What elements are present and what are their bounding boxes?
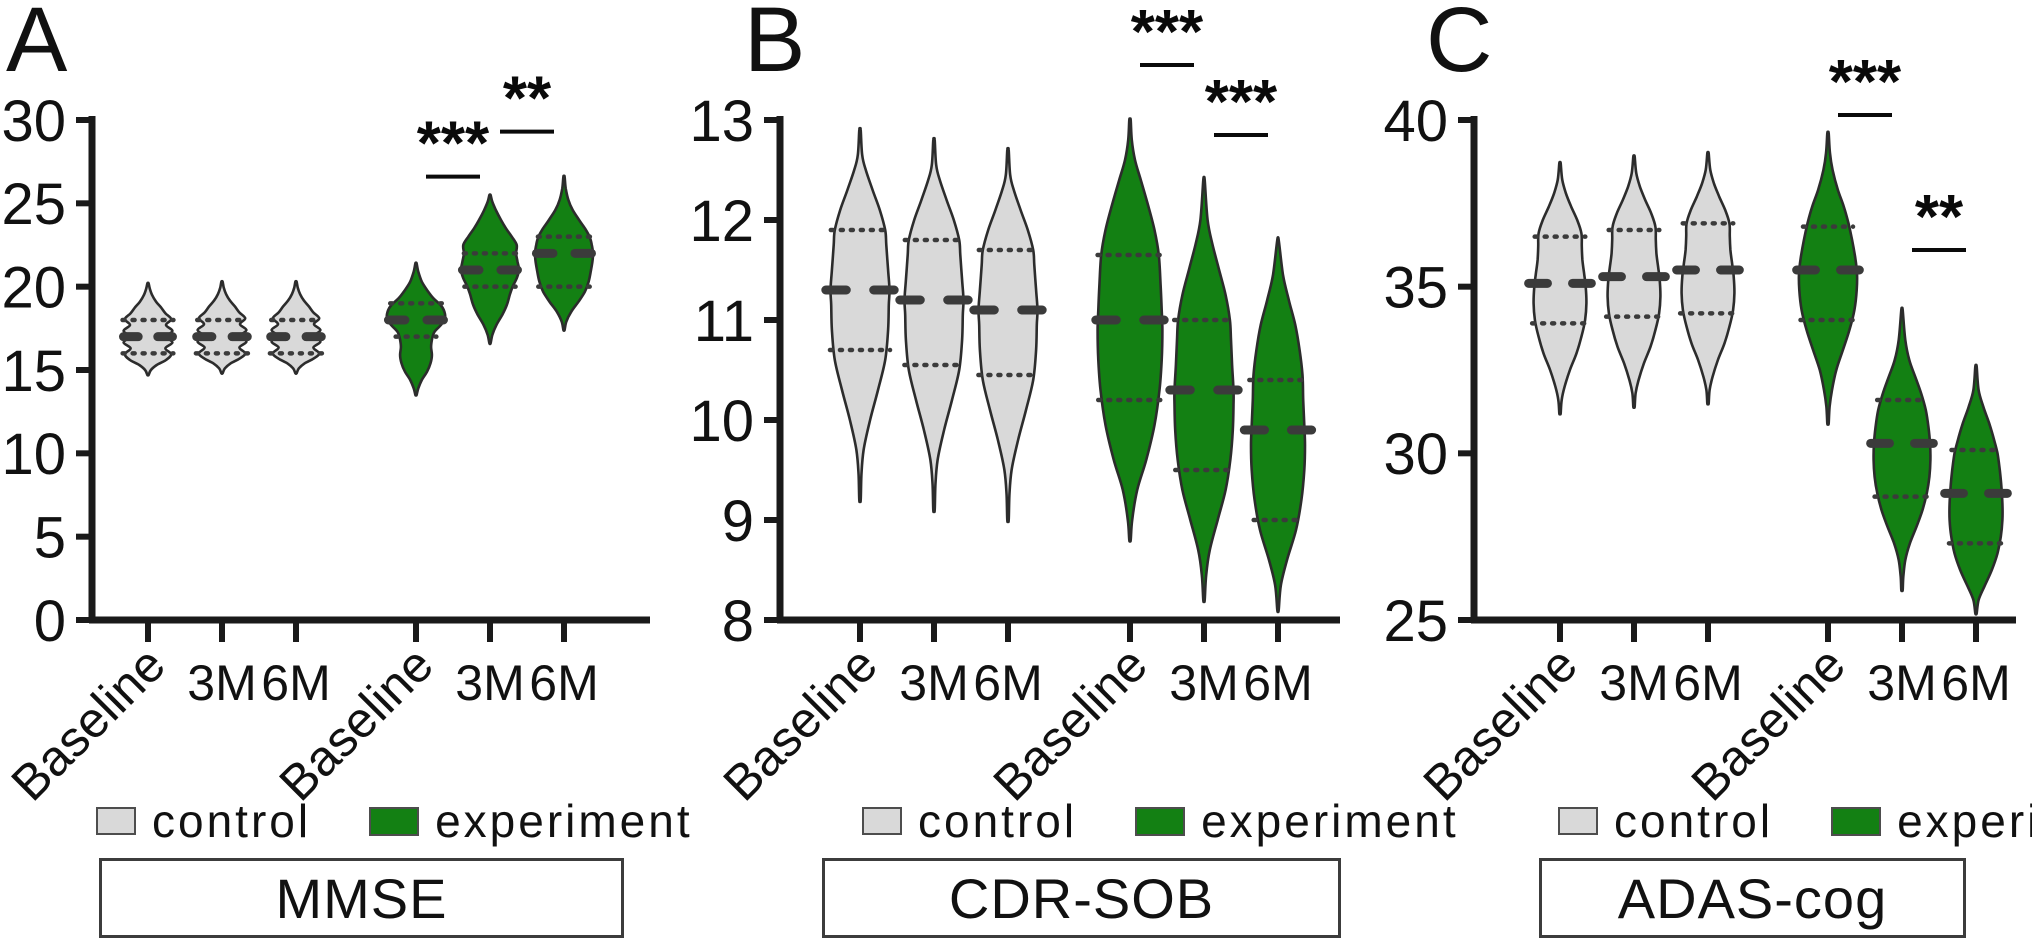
legend: control experiment [680, 795, 1459, 847]
y-tick-label: 11 [694, 289, 754, 354]
violin-control-6m [977, 146, 1039, 524]
x-tick-label: 3M [187, 655, 256, 711]
panel-title: MMSE [275, 866, 448, 930]
x-tick-label: 6M [1243, 655, 1312, 711]
x-tick-label: Baseline [1, 636, 176, 811]
panel-title-box: CDR-SOB [822, 858, 1341, 938]
panel-letter-b: B [744, 0, 806, 91]
panel-title-box: ADAS-cog [1539, 858, 1966, 938]
panel-title: ADAS-cog [1617, 866, 1888, 930]
y-tick-label: 13 [689, 89, 754, 154]
y-tick-label: 20 [1, 256, 66, 321]
violin-experiment-6m [533, 174, 595, 332]
violin-experiment-baseline [1096, 117, 1164, 543]
significance-stars: *** [1131, 0, 1204, 67]
violin-experiment-3m [459, 193, 521, 346]
x-tick-label: 6M [1941, 655, 2010, 711]
control-swatch [862, 807, 902, 835]
x-tick-label: 6M [261, 655, 330, 711]
y-tick-label: 25 [1383, 589, 1448, 654]
panel-adas-cog: C 25 30 35 40 Baseline 3M 6M Baseline 3M 6M *** ** … [1350, 0, 2032, 946]
violin-control-3m [903, 136, 965, 514]
x-tick-label: 6M [973, 655, 1042, 711]
y-tick-label: 9 [722, 489, 754, 554]
control-swatch [1558, 807, 1598, 835]
control-swatch [96, 807, 136, 835]
significance-stars: *** [417, 110, 490, 179]
panel-letter-c: C [1426, 0, 1493, 91]
violin-control-6m [270, 279, 322, 375]
experiment-legend-label: experiment [435, 795, 693, 847]
y-tick-label: 8 [722, 589, 754, 654]
x-tick-label: 3M [1169, 655, 1238, 711]
x-tick-label: 3M [899, 655, 968, 711]
panel-mmse: A 0 5 10 15 20 25 30 Baseline 3M 6M Baseline 3M 6M **… [0, 0, 690, 946]
violin-experiment-3m [1872, 306, 1932, 593]
panel-cdr-sob: B 8 9 10 11 12 13 Baseline 3M 6M Baseline 3M 6M *** *… [680, 0, 1456, 946]
experiment-swatch [1831, 806, 1882, 836]
violin-control-baseline [122, 281, 174, 377]
y-tick-label: 0 [34, 589, 66, 654]
control-legend-label: control [1614, 795, 1774, 847]
x-tick-label: 3M [455, 655, 524, 711]
violin-experiment-6m [1249, 236, 1307, 614]
x-tick-label: 3M [1867, 655, 1936, 711]
significance-stars: *** [1829, 48, 1902, 117]
violin-experiment-baseline [385, 261, 447, 397]
y-tick-label: 5 [34, 506, 66, 571]
y-tick-label: 15 [1, 339, 66, 404]
y-tick-label: 12 [689, 189, 754, 254]
x-tick-label: Baseline [1413, 636, 1588, 811]
panel-letter-a: A [6, 0, 68, 91]
violin-control-baseline [1532, 160, 1588, 416]
significance-stars: ** [1915, 183, 1964, 252]
panel-title-box: MMSE [99, 858, 624, 938]
violin-experiment-baseline [1797, 130, 1859, 426]
y-tick-label: 40 [1383, 89, 1448, 154]
experiment-swatch [1135, 806, 1186, 836]
legend: control experiment [1350, 795, 2032, 847]
y-tick-label: 30 [1383, 422, 1448, 487]
violin-control-6m [1680, 150, 1736, 406]
y-tick-label: 25 [1, 172, 66, 237]
control-legend-label: control [152, 795, 312, 847]
x-tick-label: 6M [529, 655, 598, 711]
violin-control-3m [196, 279, 248, 375]
y-tick-label: 10 [689, 389, 754, 454]
violin-control-3m [1606, 154, 1662, 409]
experiment-legend-label: experiment [1201, 795, 1459, 847]
y-tick-label: 35 [1383, 256, 1448, 321]
x-tick-label: 3M [1599, 655, 1668, 711]
experiment-legend-label: experiment [1897, 795, 2032, 847]
significance-stars: *** [1205, 68, 1278, 137]
legend: control experiment [0, 795, 693, 847]
panel-title: CDR-SOB [948, 866, 1215, 930]
y-tick-label: 30 [1, 89, 66, 154]
experiment-swatch [369, 806, 420, 836]
significance-stars: ** [503, 65, 552, 134]
violin-control-baseline [829, 126, 891, 504]
x-tick-label: 6M [1673, 655, 1742, 711]
x-tick-label: Baseline [713, 636, 888, 811]
control-legend-label: control [918, 795, 1078, 847]
y-tick-label: 10 [1, 422, 66, 487]
